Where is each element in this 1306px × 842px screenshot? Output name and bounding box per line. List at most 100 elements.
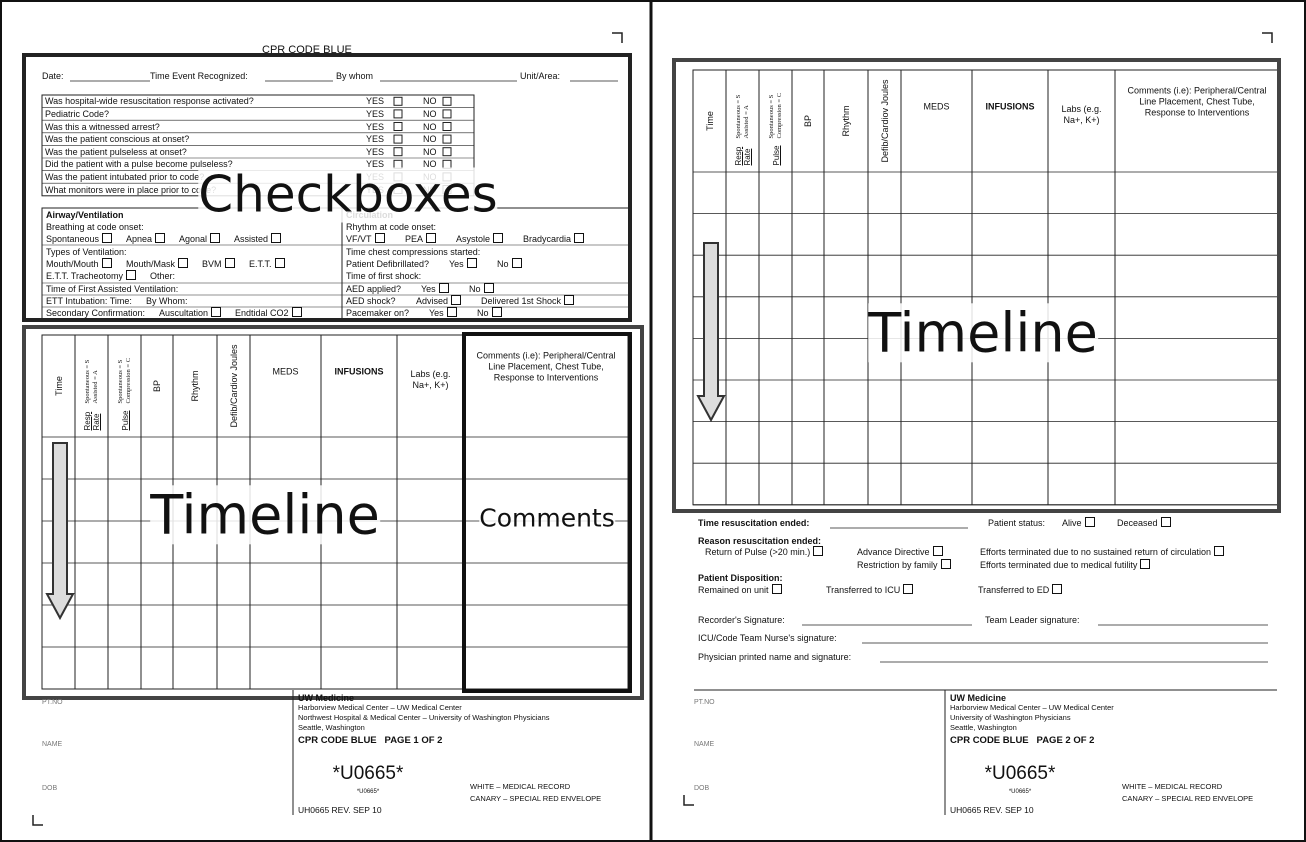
label: Agonal (179, 234, 208, 245)
text: By whom (336, 71, 374, 81)
text: Patient Defibrillated? (346, 258, 430, 269)
text: Team Leader signature: (985, 615, 1080, 625)
checkbox (813, 546, 824, 556)
column-header: Resp Rate Spontaneous = S Assisted = A (734, 77, 752, 166)
corner-mark (1262, 32, 1273, 43)
column-header: Labs (e.g. Na+, K+) (410, 369, 451, 390)
corner-mark (612, 32, 623, 43)
checkbox (483, 282, 494, 293)
corner-mark (683, 795, 694, 806)
label: No (477, 308, 489, 319)
checkbox (155, 233, 166, 244)
checkbox-item: Mouth/Mouth (46, 257, 112, 270)
text: Northwest Hospital & Medical Center – Un… (298, 713, 550, 722)
question: Pediatric Code? (45, 108, 110, 119)
checkbox (101, 257, 112, 268)
checkbox (374, 233, 385, 244)
text: CPR CODE BLUE PAGE 2 OF 2 (950, 735, 1095, 746)
column-label: Time (53, 376, 64, 396)
checkbox-item: PEA (405, 233, 437, 245)
text: AED applied? (346, 283, 402, 294)
frame (393, 134, 403, 144)
checkbox (574, 233, 585, 244)
label: Remained on unit (698, 585, 769, 595)
checkbox (493, 233, 504, 244)
frame (393, 122, 403, 131)
yes-label: YES (366, 108, 385, 119)
label: Advance Directive (857, 547, 930, 557)
text: Physician printed name and signature: (698, 652, 852, 662)
text: Time Event Recognized: (150, 71, 248, 81)
frame (393, 96, 403, 106)
text: *U0665* (984, 763, 1056, 784)
frame (393, 147, 403, 157)
text: Time chest compressions started: (346, 246, 481, 257)
text: By Whom: (146, 295, 188, 306)
question: Was the patient intubated prior to code? (45, 171, 205, 182)
frame (22, 325, 644, 700)
column-label: Pulse (771, 145, 780, 166)
column-header: BP (152, 380, 162, 392)
frame (22, 53, 632, 322)
no-label: NO (423, 121, 437, 132)
text: Seattle, Washington (298, 723, 365, 732)
yes-label: YES (366, 134, 385, 145)
checkbox (271, 233, 282, 244)
checkbox-item: Deceased (1117, 517, 1171, 529)
no-label: NO (423, 96, 437, 107)
question: What monitors were in place prior to cod… (45, 184, 217, 195)
frame (442, 122, 452, 131)
text: ICU/Code Team Nurse's signature: (698, 633, 837, 643)
checkbox-item: Assisted (234, 233, 282, 245)
column-note: Spontaneous = S Assisted = A (734, 94, 750, 139)
column-note: Spontaneous = S Compression = C (116, 357, 132, 404)
question: Was this a witnessed arrest? (45, 121, 160, 132)
label: Spontaneous (46, 234, 100, 245)
form-title: CPR CODE BLUE (262, 44, 352, 56)
checkbox (1213, 546, 1224, 556)
checkbox-item: Alive (1062, 517, 1095, 529)
question: Was the patient pulseless at onset? (45, 146, 187, 157)
checkbox-item: Advised (416, 294, 462, 307)
label: Endtidal CO2 (235, 308, 289, 319)
column-header: Time (705, 111, 715, 131)
text: CPR CODE BLUE PAGE 1 OF 2 (298, 735, 443, 746)
label: Efforts terminated due to no sustained r… (980, 547, 1211, 557)
column-label: BP (152, 379, 162, 393)
column-note: Spontaneous = S Compression = C (767, 92, 783, 139)
column-header: INFUSIONS (334, 366, 384, 377)
label: BVM (202, 258, 222, 269)
label: Efforts terminated due to medical futili… (980, 560, 1138, 570)
text: DOB (42, 785, 58, 792)
no-label: NO (423, 159, 437, 170)
text: Patient status: (988, 518, 1046, 528)
checkbox-item: VF/VT (346, 233, 385, 245)
text: *U0665* (332, 763, 404, 784)
column-header: Labs (e.g. Na+, K+) (1061, 104, 1102, 125)
label: Transferred to ICU (826, 585, 901, 595)
checkbox-item: Remained on unit (698, 584, 782, 596)
column-header: Pulse Spontaneous = S Compression = C (117, 342, 133, 431)
yes-label: YES (366, 146, 385, 157)
text: Pacemaker on? (346, 308, 410, 319)
checkbox-item: No (497, 257, 522, 270)
checkbox (451, 294, 462, 305)
text: Date: (42, 71, 64, 81)
checkbox-item: Transferred to ICU (826, 584, 914, 596)
checkbox-item: Return of Pulse (>20 min.) (705, 546, 824, 558)
frame (393, 109, 403, 119)
text: NAME (694, 741, 715, 748)
arrow (45, 442, 75, 621)
label: Deceased (1117, 518, 1158, 528)
checkbox-item: Yes (421, 282, 449, 295)
checkbox-item: E.T.T. Tracheotomy (46, 270, 137, 282)
checkbox (771, 584, 782, 594)
yes-label: YES (366, 159, 385, 170)
checkbox (932, 546, 943, 556)
text: NAME (42, 741, 63, 748)
text: ETT Intubation: Time: (46, 295, 132, 306)
frame (462, 332, 632, 693)
label: VF/VT (346, 234, 372, 245)
text: Other: (150, 271, 176, 282)
